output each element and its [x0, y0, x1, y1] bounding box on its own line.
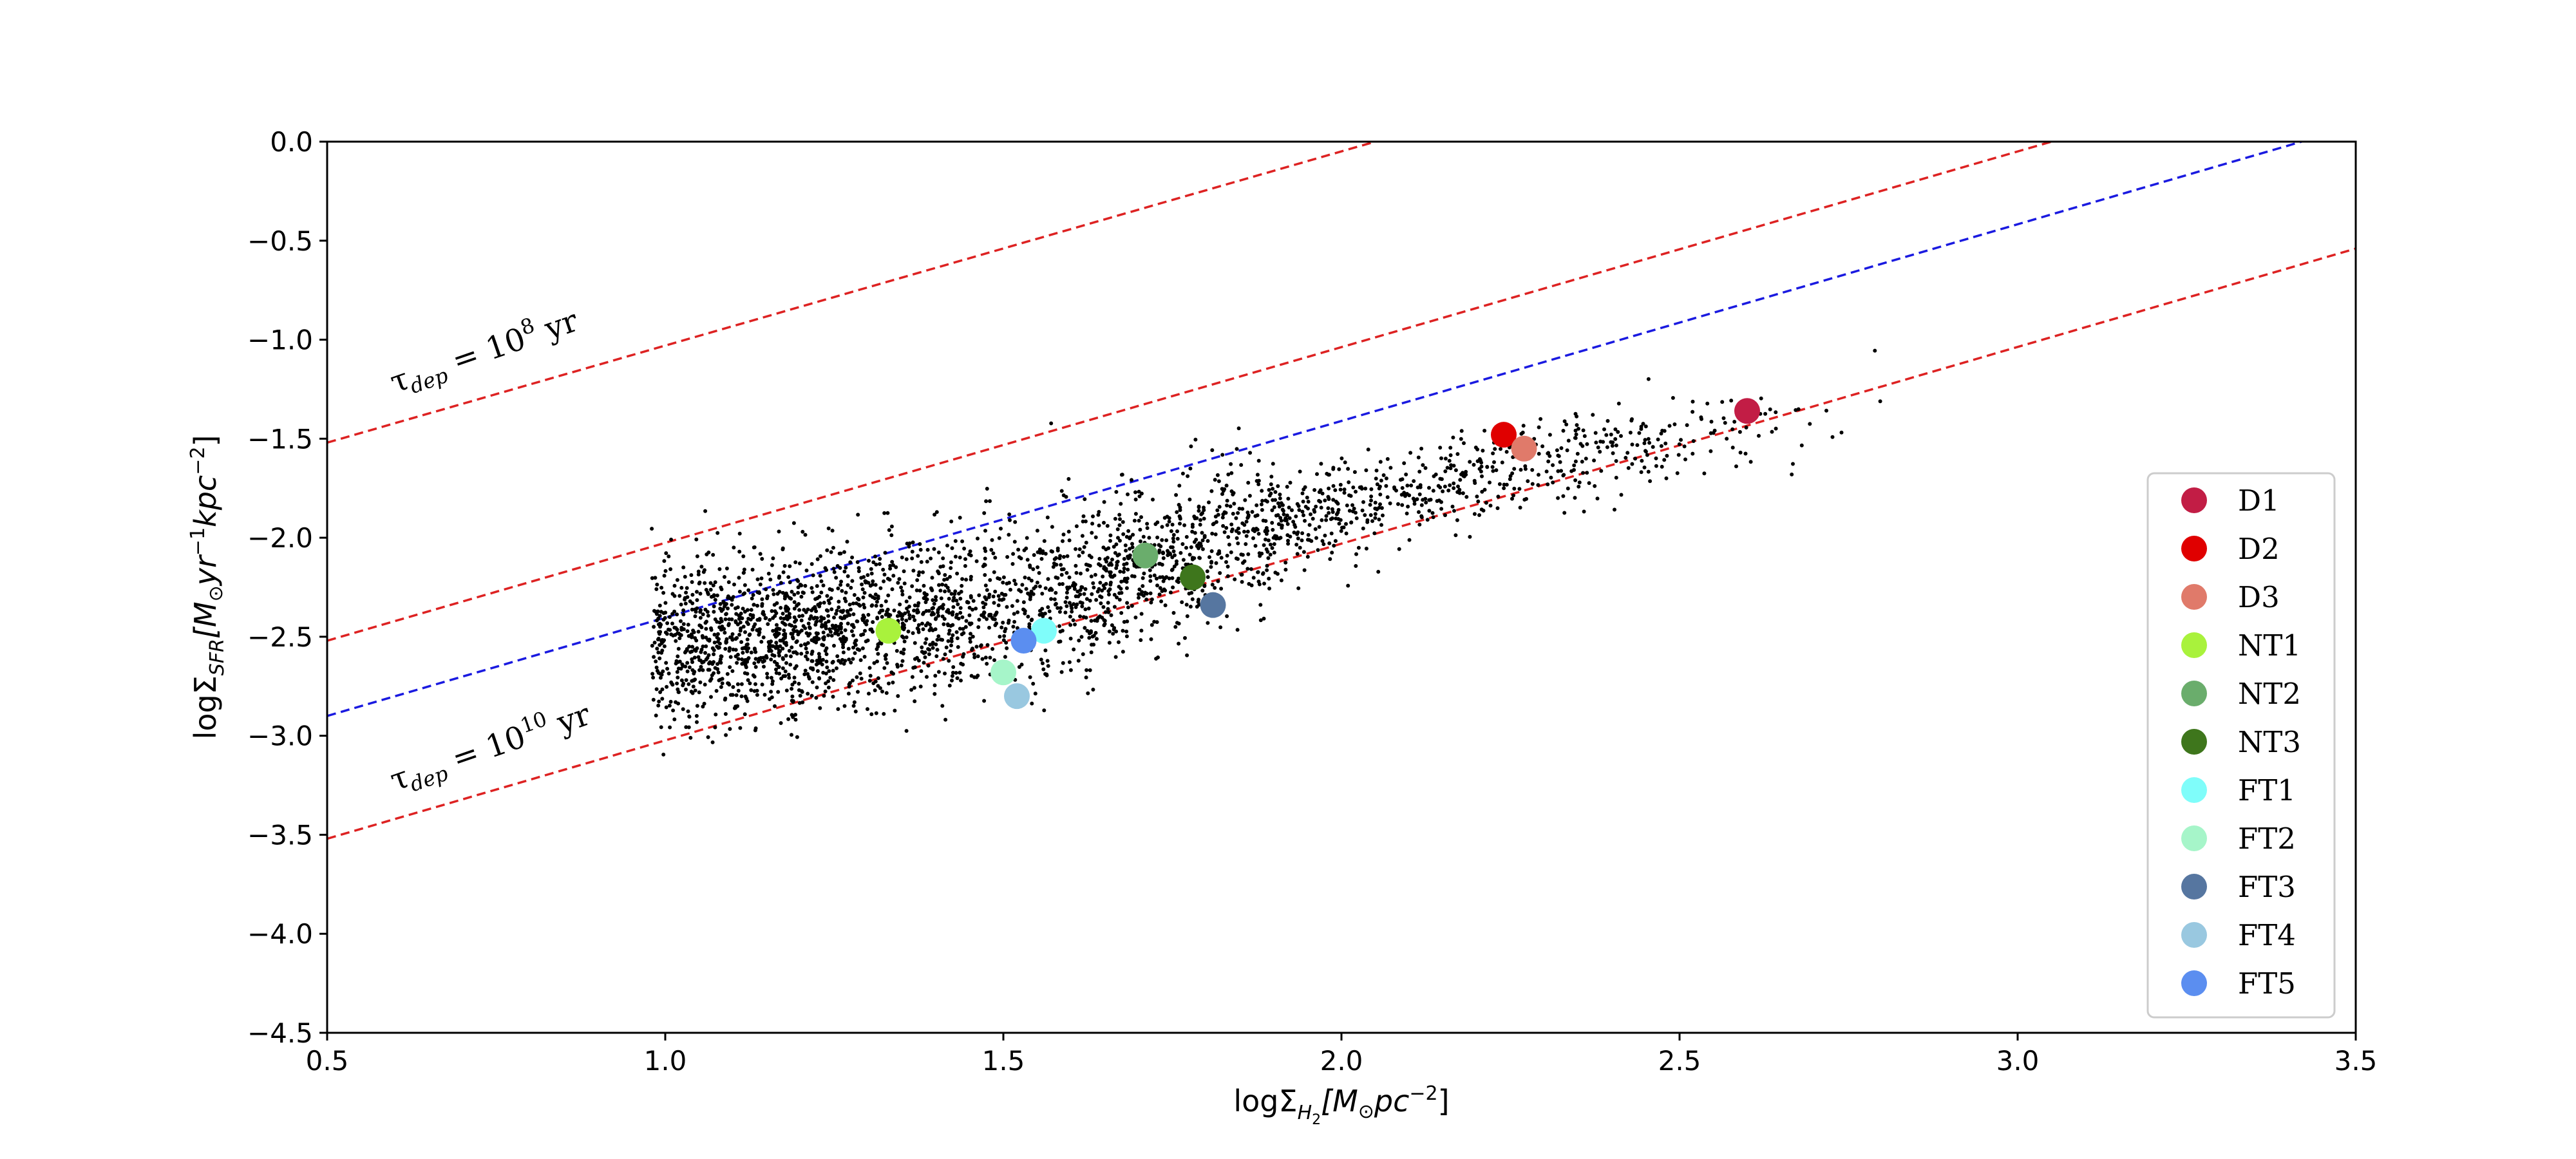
marker-ft2 [990, 659, 1016, 686]
tau-dep-1e8-annotation: τdep = 108 yr [384, 299, 584, 404]
legend-item-ft3: FT3 [2181, 870, 2296, 904]
legend-label: D1 [2238, 484, 2280, 518]
reference-line-blue-fit [327, 142, 2302, 717]
legend-item-ft5: FT5 [2181, 966, 2296, 1001]
reference-line-tau-dep-1e9 [327, 142, 2052, 642]
y-tick-label: −3.0 [247, 721, 313, 752]
legend-item-nt2: NT2 [2181, 677, 2301, 711]
legend: D1 D2 D3 NT1 NT2 NT3 FT1 FT2 FT3 FT4 FT5 [2146, 472, 2336, 1019]
y-axis-label: logΣSFR[M⊙yr−1kpc−2] [187, 435, 229, 740]
x-tick-label: 1.0 [644, 1045, 687, 1077]
x-tick-label: 3.0 [1996, 1045, 2040, 1077]
legend-item-ft4: FT4 [2181, 918, 2296, 952]
background-scatter-cloud [650, 348, 1882, 757]
background-points [650, 348, 1882, 757]
x-tick-label: 3.5 [2334, 1045, 2378, 1077]
legend-item-ft2: FT2 [2181, 822, 2296, 856]
legend-swatch [2181, 681, 2207, 706]
y-tick-label: −2.0 [247, 522, 313, 554]
y-tick-label: −2.5 [247, 621, 313, 653]
legend-swatch [2181, 874, 2207, 900]
legend-item-ft1: FT1 [2181, 773, 2296, 807]
y-tick-label: −1.0 [247, 325, 313, 356]
marker-ft1 [1031, 617, 1057, 644]
marker-ft4 [1004, 683, 1030, 710]
marker-nt3 [1180, 564, 1206, 590]
legend-swatch [2181, 970, 2207, 996]
legend-label: NT1 [2238, 628, 2301, 663]
legend-label: FT2 [2238, 822, 2296, 856]
legend-label: FT3 [2238, 870, 2296, 904]
legend-swatch [2181, 922, 2207, 948]
legend-swatch [2181, 584, 2207, 610]
y-tick-label: −0.5 [247, 225, 313, 257]
legend-label: D2 [2238, 532, 2280, 566]
reference-line-tau-dep-1e8 [327, 142, 1376, 444]
legend-item-d1: D1 [2181, 484, 2280, 518]
marker-nt1 [875, 617, 902, 644]
legend-swatch [2181, 536, 2207, 561]
marker-d1 [1734, 398, 1760, 424]
marker-d2 [1491, 422, 1517, 448]
marker-d3 [1511, 435, 1537, 462]
x-axis-ticks: 0.5 1.0 1.5 2.0 2.5 3.0 3.5 [306, 1033, 2378, 1077]
x-tick-label: 0.5 [306, 1045, 349, 1077]
legend-item-nt1: NT1 [2181, 628, 2301, 663]
y-axis-ticks: 0.0 −0.5 −1.0 −1.5 −2.0 −2.5 −3.0 −3.5 −4.0 −4.5 [247, 126, 327, 1049]
x-tick-label: 2.0 [1320, 1045, 1363, 1077]
tau-dep-1e10-annotation: τdep = 1010 yr [384, 693, 596, 802]
highlight-markers [875, 398, 1760, 710]
legend-label: FT5 [2238, 966, 2296, 1001]
legend-label: NT3 [2238, 725, 2301, 759]
legend-swatch [2181, 487, 2207, 513]
marker-ft5 [1010, 628, 1037, 654]
y-tick-label: −4.5 [247, 1017, 313, 1049]
y-tick-label: −1.5 [247, 423, 313, 455]
legend-label: NT2 [2238, 677, 2301, 711]
legend-item-d2: D2 [2181, 532, 2280, 566]
plot-frame [326, 140, 2357, 1034]
legend-label: D3 [2238, 580, 2280, 614]
legend-label: FT4 [2238, 918, 2296, 952]
legend-swatch [2181, 777, 2207, 803]
x-tick-label: 2.5 [1658, 1045, 1701, 1077]
y-tick-label: −4.0 [247, 918, 313, 950]
y-tick-label: −3.5 [247, 819, 313, 851]
marker-ft3 [1200, 592, 1226, 618]
legend-swatch [2181, 825, 2207, 851]
legend-item-nt3: NT3 [2181, 725, 2301, 759]
reference-line-tau-dep-1e10 [327, 247, 2356, 840]
x-tick-label: 1.5 [982, 1045, 1025, 1077]
x-axis-label: logΣH2[M⊙pc−2] [1233, 1082, 1449, 1128]
legend-swatch [2181, 729, 2207, 755]
marker-nt2 [1132, 542, 1159, 569]
y-tick-label: 0.0 [270, 126, 313, 158]
legend-label: FT1 [2238, 773, 2296, 807]
legend-item-d3: D3 [2181, 580, 2280, 614]
legend-swatch [2181, 632, 2207, 658]
